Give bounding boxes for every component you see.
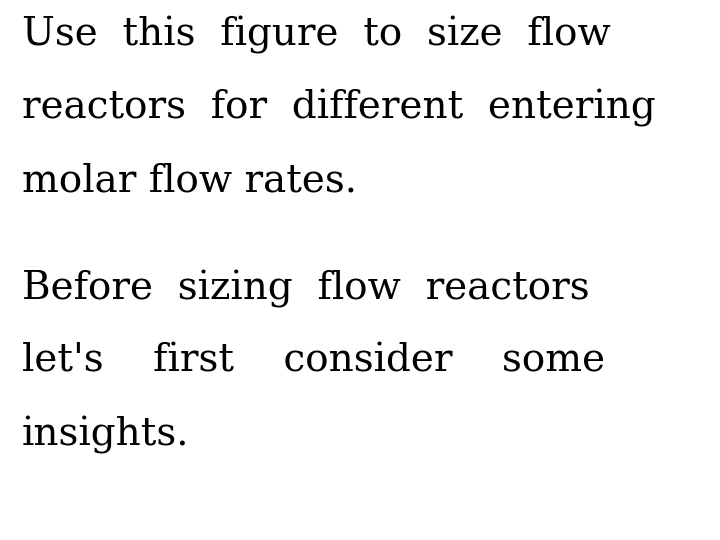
- Text: let's    first    consider    some: let's first consider some: [22, 343, 605, 380]
- Text: molar flow rates.: molar flow rates.: [22, 162, 356, 199]
- Text: reactors  for  different  entering: reactors for different entering: [22, 89, 655, 127]
- Text: Before  sizing  flow  reactors: Before sizing flow reactors: [22, 270, 589, 308]
- Text: Use  this  figure  to  size  flow: Use this figure to size flow: [22, 16, 611, 54]
- Text: insights.: insights.: [22, 416, 189, 454]
